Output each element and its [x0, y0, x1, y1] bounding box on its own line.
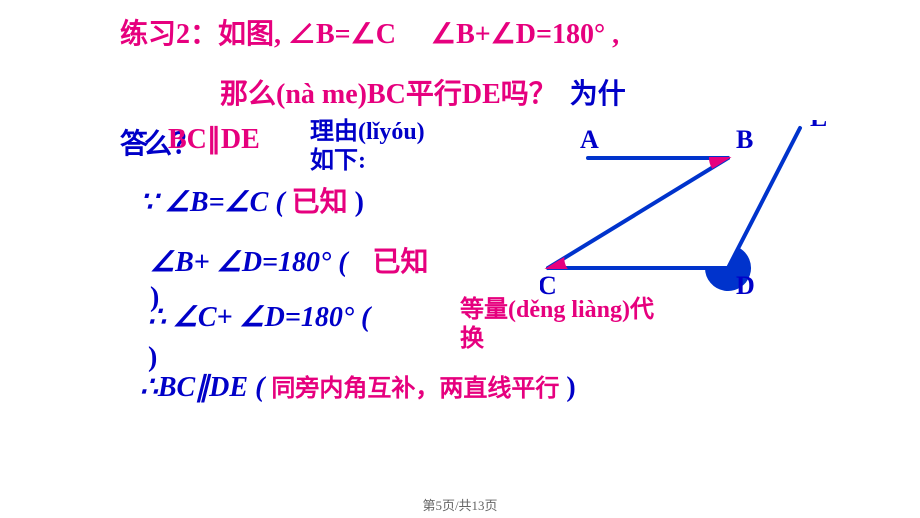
svg-text:C: C: [540, 271, 557, 300]
step4: ∴BC∥DE ( 同旁内角互补，两直线平行 ): [140, 368, 576, 404]
page-footer: 第5页/共13页: [0, 495, 920, 514]
title-part2: ∠B+∠D=180° ,: [431, 19, 619, 50]
title-part1: 练习2：如图, ∠B=∠C: [120, 19, 396, 50]
step4-reason: 同旁内角互补，两直线平行: [271, 376, 559, 402]
step4-a: ∴BC∥DE (: [140, 372, 264, 403]
step1: ∵ ∠B=∠C ( 已知 ): [140, 180, 364, 220]
answer-bcde: BC∥DE: [168, 122, 260, 156]
title-line2: 那么(nà me)BC平行DE吗？ 为什: [220, 72, 626, 112]
title-line2b: 为什: [570, 79, 626, 110]
step3-a: ∴ ∠C+ ∠D=180° (: [148, 302, 370, 333]
svg-text:A: A: [580, 125, 599, 154]
title-line2a: 那么(nà me)BC平行DE吗？: [220, 79, 557, 110]
title-line1: 练习2：如图, ∠B=∠C ∠B+∠D=180° ,: [120, 12, 619, 52]
step1-b: ): [355, 187, 364, 218]
step4-b: ): [566, 372, 575, 403]
geometry-diagram: A B C D E: [540, 120, 860, 300]
step1-a: ∵ ∠B=∠C (: [140, 187, 285, 218]
svg-text:D: D: [736, 271, 755, 300]
step2: ∠B+ ∠D=180° ( 已知: [150, 240, 429, 280]
step2-a: ∠B+ ∠D=180° (: [150, 247, 348, 278]
reason-label: 理由(lǐyóu)如下:: [310, 118, 430, 176]
diagram-svg: A B C D E: [540, 120, 860, 310]
svg-text:E: E: [810, 120, 827, 132]
step1-reason: 已知: [292, 187, 348, 218]
slide-content: 练习2：如图, ∠B=∠C ∠B+∠D=180° , 那么(nà me)BC平行…: [0, 0, 920, 518]
svg-text:B: B: [736, 125, 753, 154]
step2-reason: 已知: [373, 247, 429, 278]
step3: ∴ ∠C+ ∠D=180° (: [148, 300, 370, 334]
